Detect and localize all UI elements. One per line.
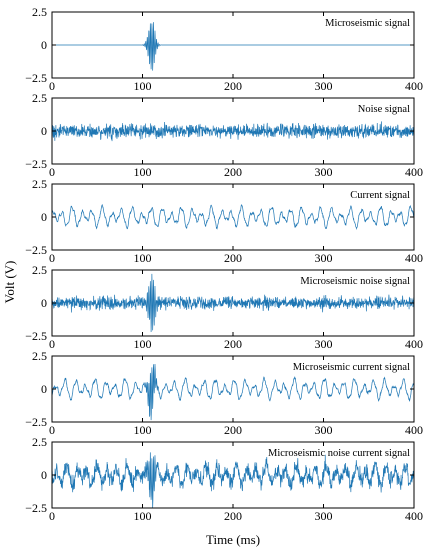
x-tick-label: 200 xyxy=(224,79,242,93)
y-tick-label: −2.5 xyxy=(25,71,47,85)
x-tick-label: 300 xyxy=(315,251,333,265)
panel-title: Microseismic signal xyxy=(325,18,410,29)
y-tick-label: 0 xyxy=(41,382,47,396)
x-tick-label: 0 xyxy=(49,423,55,437)
x-tick-label: 200 xyxy=(224,337,242,351)
x-tick-label: 400 xyxy=(405,79,423,93)
x-tick-label: 300 xyxy=(315,165,333,179)
x-tick-label: 200 xyxy=(224,165,242,179)
x-axis-label: Time (ms) xyxy=(206,532,260,547)
panel-title: Noise signal xyxy=(358,104,410,115)
panel-title: Microseismic noise signal xyxy=(300,276,410,287)
series-line xyxy=(52,203,414,231)
x-tick-label: 400 xyxy=(405,165,423,179)
y-tick-label: 0 xyxy=(41,210,47,224)
y-tick-label: 2.5 xyxy=(32,177,47,191)
x-tick-label: 300 xyxy=(315,337,333,351)
y-tick-label: −2.5 xyxy=(25,329,47,343)
x-tick-label: 0 xyxy=(49,79,55,93)
panel-title: Microseismic noise current signal xyxy=(268,448,410,459)
x-tick-label: 400 xyxy=(405,337,423,351)
x-tick-label: 100 xyxy=(134,165,152,179)
x-tick-label: 100 xyxy=(134,423,152,437)
y-tick-label: −2.5 xyxy=(25,157,47,171)
series-line xyxy=(52,121,414,142)
series-line xyxy=(52,363,414,421)
x-tick-label: 400 xyxy=(405,509,423,523)
panel-title: Current signal xyxy=(350,190,410,201)
y-tick-label: −2.5 xyxy=(25,501,47,515)
series-line xyxy=(52,273,414,333)
x-tick-label: 100 xyxy=(134,79,152,93)
x-tick-label: 300 xyxy=(315,79,333,93)
x-tick-label: 0 xyxy=(49,337,55,351)
x-tick-label: 0 xyxy=(49,251,55,265)
y-tick-label: 2.5 xyxy=(32,435,47,449)
series-line xyxy=(52,452,414,508)
x-tick-label: 200 xyxy=(224,423,242,437)
y-tick-label: 0 xyxy=(41,296,47,310)
y-tick-label: 0 xyxy=(41,38,47,52)
y-tick-label: −2.5 xyxy=(25,415,47,429)
y-tick-label: 0 xyxy=(41,468,47,482)
x-tick-label: 0 xyxy=(49,165,55,179)
y-tick-label: 2.5 xyxy=(32,263,47,277)
y-tick-label: 2.5 xyxy=(32,91,47,105)
x-tick-label: 300 xyxy=(315,423,333,437)
x-tick-label: 400 xyxy=(405,423,423,437)
x-tick-label: 200 xyxy=(224,509,242,523)
y-axis-label: Volt (V) xyxy=(2,261,17,304)
x-tick-label: 100 xyxy=(134,251,152,265)
y-tick-label: 2.5 xyxy=(32,349,47,363)
series-line xyxy=(52,22,414,71)
x-tick-label: 300 xyxy=(315,509,333,523)
y-tick-label: 2.5 xyxy=(32,5,47,19)
y-tick-label: 0 xyxy=(41,124,47,138)
x-tick-label: 0 xyxy=(49,509,55,523)
y-tick-label: −2.5 xyxy=(25,243,47,257)
x-tick-label: 200 xyxy=(224,251,242,265)
panel-title: Microseismic current signal xyxy=(293,362,410,373)
x-tick-label: 100 xyxy=(134,509,152,523)
x-tick-label: 400 xyxy=(405,251,423,265)
x-tick-label: 100 xyxy=(134,337,152,351)
